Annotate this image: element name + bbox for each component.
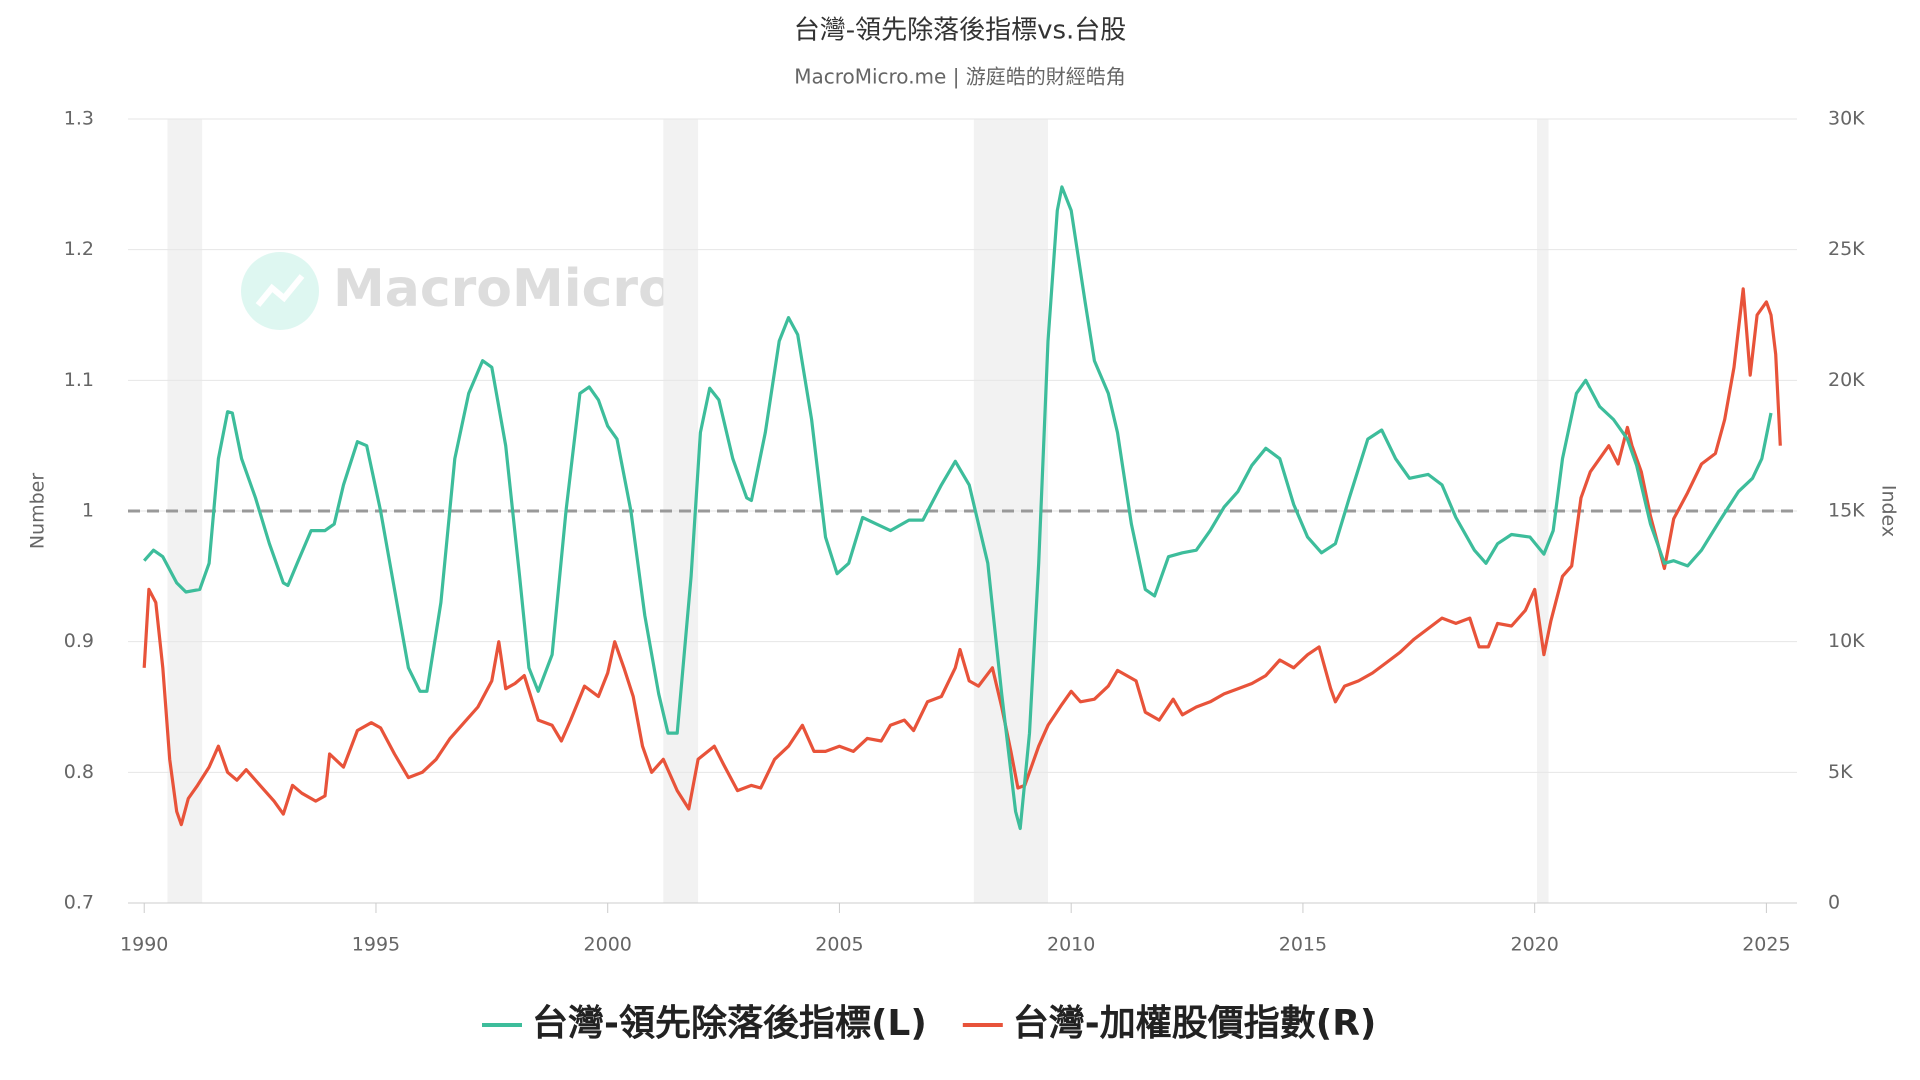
x-tick-label: 1990 (120, 934, 168, 956)
y-tick-label: 1.1 (64, 369, 94, 391)
y-tick-label: 0.8 (64, 761, 94, 783)
legend-label: 台灣-加權股價指數(R) (1013, 1003, 1377, 1044)
x-tick-label: 1995 (352, 934, 400, 956)
chart-subtitle: MacroMicro.me | 游庭皓的財經皓角 (794, 65, 1126, 89)
y-tick-label: 0.7 (64, 892, 94, 914)
y2-tick-label: 20K (1828, 369, 1865, 391)
legend-label: 台灣-領先除落後指標(L) (532, 1002, 927, 1044)
y2-axis-label: Index (1878, 485, 1900, 537)
series-line (143, 185, 1773, 831)
y2-tick-label: 5K (1828, 761, 1853, 783)
y2-tick-label: 25K (1828, 238, 1865, 260)
y-tick-label: 1.3 (64, 108, 94, 130)
x-tick-label: 2025 (1742, 934, 1790, 956)
y-tick-label: 0.9 (64, 630, 94, 652)
x-tick-label: 2010 (1047, 934, 1095, 956)
x-tick-label: 2000 (584, 934, 632, 956)
y2-tick-label: 15K (1828, 500, 1865, 522)
y-tick-label: 1 (82, 500, 94, 522)
watermark: MacroMicro (333, 259, 674, 319)
legend: 台灣-領先除落後指標(L) 台灣-加權股價指數(R) (482, 1002, 1376, 1044)
y2-tick-label: 30K (1828, 108, 1865, 130)
watermark-logo (241, 252, 319, 330)
y-axis-label: Number (27, 473, 49, 550)
y2-tick-label: 0 (1828, 892, 1840, 914)
series-line (142, 287, 1782, 827)
y2-tick-label: 10K (1828, 630, 1865, 652)
x-tick-label: 2015 (1279, 934, 1327, 956)
x-tick-label: 2020 (1510, 934, 1558, 956)
chart-title: 台灣-領先除落後指標vs.台股 (794, 16, 1127, 46)
y-tick-label: 1.2 (64, 238, 94, 260)
x-tick-label: 2005 (815, 934, 863, 956)
